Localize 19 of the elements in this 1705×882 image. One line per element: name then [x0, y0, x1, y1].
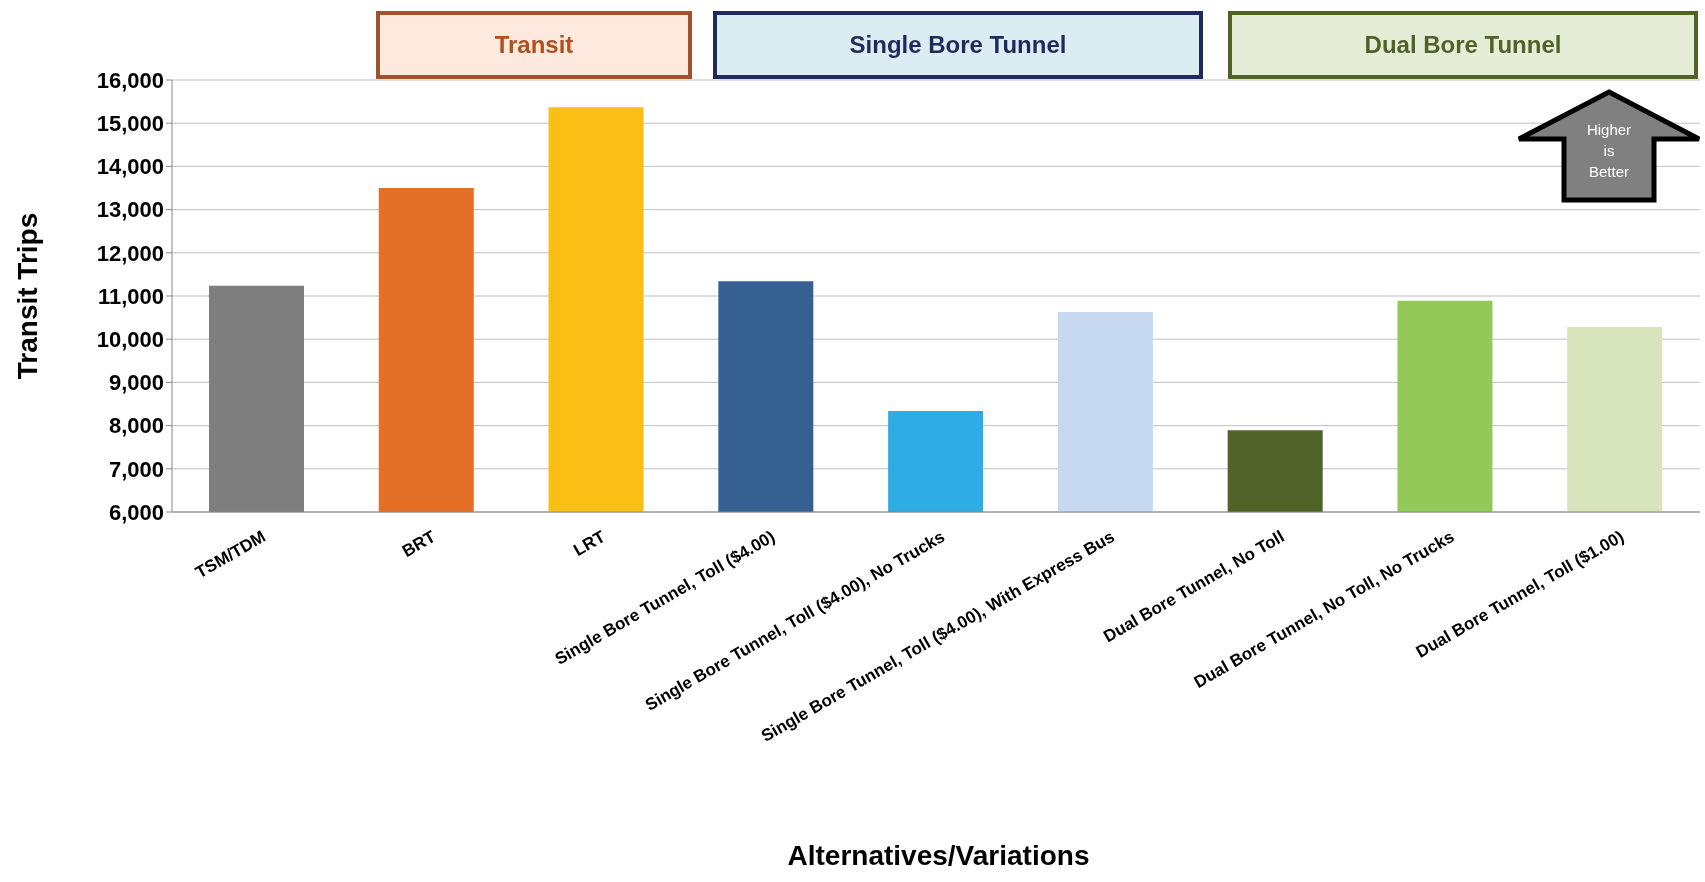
- y-tick-label: 6,000: [108, 499, 164, 525]
- y-tick-label: 10,000: [96, 327, 164, 353]
- text: Transit: [376, 11, 692, 79]
- x-tick-label: BRT: [398, 526, 440, 561]
- y-axis-title: Transit Trips: [12, 212, 44, 380]
- annotation: Higher is Better: [1585, 120, 1633, 182]
- text: Single Bore Tunnel: [713, 11, 1203, 79]
- x-tick-label: LRT: [570, 526, 609, 560]
- y-tick-label: 9,000: [108, 370, 164, 396]
- y-tick-label: 16,000: [96, 67, 164, 93]
- y-tick-label: 12,000: [96, 240, 164, 266]
- y-tick-label: 8,000: [108, 413, 164, 439]
- y-tick-label: 7,000: [108, 456, 164, 482]
- text: Dual Bore Tunnel: [1228, 11, 1698, 79]
- y-tick-label: 11,000: [97, 283, 164, 309]
- y-tick-label: 15,000: [96, 111, 164, 137]
- y-tick-label: 14,000: [96, 154, 164, 180]
- y-tick-label: 13,000: [96, 197, 164, 223]
- x-axis-title: Alternatives/Variations: [786, 840, 1091, 872]
